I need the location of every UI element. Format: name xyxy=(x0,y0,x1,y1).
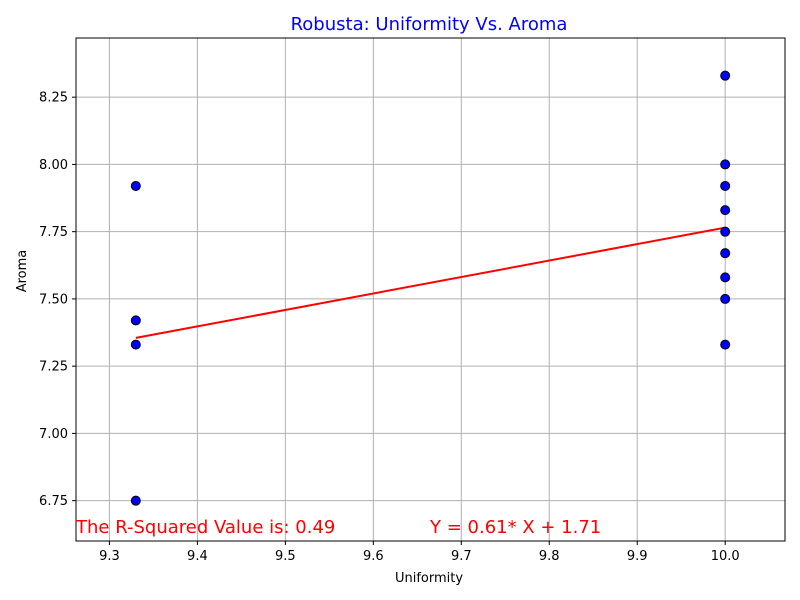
data-point xyxy=(130,315,141,326)
regression-equation-annotation: Y = 0.61* X + 1.71 xyxy=(429,517,601,538)
data-point xyxy=(720,226,731,237)
y-tick-label: 7.75 xyxy=(39,225,68,240)
chart-title: Robusta: Uniformity Vs. Aroma xyxy=(291,14,568,35)
data-point xyxy=(720,159,731,170)
y-tick-label: 8.25 xyxy=(39,91,68,106)
y-axis-ticks: 6.75 7.00 7.25 7.50 7.75 8.00 8.25 xyxy=(39,91,76,509)
data-point xyxy=(720,293,731,304)
x-tick-label: 9.7 xyxy=(451,549,472,564)
x-tick-label: 9.9 xyxy=(627,549,648,564)
x-tick-label: 10.0 xyxy=(711,549,740,564)
data-point xyxy=(720,272,731,283)
regression-line-group xyxy=(135,226,726,339)
data-point xyxy=(720,180,731,191)
y-tick-label: 7.00 xyxy=(39,427,68,442)
data-point xyxy=(720,339,731,350)
y-tick-label: 7.50 xyxy=(39,292,68,307)
data-point xyxy=(130,495,141,506)
y-tick-label: 6.75 xyxy=(39,494,68,509)
data-point xyxy=(720,248,731,259)
x-tick-label: 9.5 xyxy=(275,549,296,564)
data-points xyxy=(130,70,731,506)
data-point xyxy=(130,180,141,191)
data-point xyxy=(720,70,731,81)
regression-line xyxy=(135,226,726,339)
y-axis-label: Aroma xyxy=(15,250,30,293)
x-tick-label: 9.3 xyxy=(99,549,120,564)
grid-lines xyxy=(76,38,785,541)
data-point xyxy=(720,205,731,216)
plot-area-frame xyxy=(75,37,786,542)
r-squared-annotation: The R-Squared Value is: 0.49 xyxy=(75,517,335,538)
x-tick-label: 9.8 xyxy=(539,549,560,564)
y-tick-label: 8.00 xyxy=(39,158,68,173)
x-tick-label: 9.4 xyxy=(187,549,208,564)
x-axis-label: Uniformity xyxy=(395,571,463,586)
x-tick-label: 9.6 xyxy=(363,549,384,564)
x-axis-ticks: 9.3 9.4 9.5 9.6 9.7 9.8 9.9 10.0 xyxy=(99,541,740,564)
data-point xyxy=(130,339,141,350)
y-tick-label: 7.25 xyxy=(39,360,68,375)
